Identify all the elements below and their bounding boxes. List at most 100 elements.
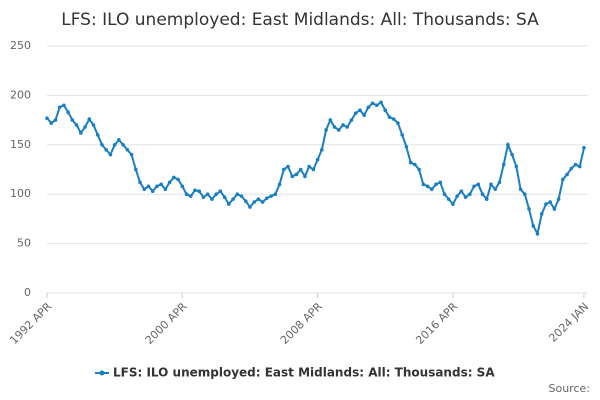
point (480, 192, 485, 196)
point (277, 182, 282, 187)
point (527, 207, 531, 211)
point (459, 189, 464, 194)
point (332, 125, 337, 129)
point (298, 167, 303, 172)
point (514, 164, 519, 169)
point (159, 182, 163, 187)
point (150, 189, 155, 194)
point (362, 113, 366, 117)
y-tick-label: 0 (24, 286, 31, 299)
point (472, 184, 476, 189)
point (523, 192, 527, 196)
point (163, 187, 168, 192)
point (315, 157, 320, 162)
point (49, 121, 54, 125)
source: Source: (549, 382, 591, 395)
point (510, 152, 514, 157)
point (341, 123, 345, 127)
point (70, 118, 75, 122)
point (387, 115, 392, 119)
point (379, 100, 383, 105)
point (104, 147, 108, 152)
point (146, 184, 151, 189)
point (108, 152, 113, 157)
point (552, 207, 557, 211)
point (413, 162, 417, 167)
point (180, 184, 185, 189)
point (235, 192, 240, 196)
point (155, 184, 159, 189)
point (336, 128, 341, 132)
point (345, 125, 350, 129)
y-tick-label: 50 (17, 237, 31, 250)
point (79, 131, 83, 135)
point (269, 194, 273, 198)
point (468, 192, 472, 196)
y-tick-label: 100 (10, 187, 31, 200)
point (535, 231, 540, 236)
point (573, 162, 578, 167)
point (421, 182, 426, 187)
point (438, 180, 443, 185)
x-tick-label: 2016 APR (413, 300, 460, 347)
point (176, 177, 180, 182)
point (252, 200, 256, 204)
line (46, 100, 585, 237)
point (57, 105, 62, 110)
point (446, 197, 451, 201)
point (366, 105, 371, 110)
point (138, 180, 142, 185)
point (210, 197, 214, 201)
point (193, 188, 197, 193)
point (222, 195, 227, 199)
point (493, 187, 498, 192)
point (112, 143, 117, 147)
point (434, 182, 438, 187)
point (531, 224, 536, 228)
y-tick-label: 250 (10, 39, 31, 52)
point (565, 172, 569, 177)
x-tick-label: 1992 APR (7, 300, 54, 347)
point (74, 123, 79, 127)
point (129, 152, 134, 157)
point (231, 197, 235, 201)
point (172, 175, 176, 180)
point (455, 194, 459, 198)
point (370, 101, 375, 106)
point (53, 118, 58, 122)
point (391, 117, 396, 121)
point (62, 103, 66, 108)
point (133, 167, 138, 172)
point (429, 187, 434, 192)
point (273, 192, 278, 196)
point (303, 174, 307, 179)
point (117, 138, 121, 142)
point (518, 187, 523, 192)
point (142, 187, 147, 192)
point (320, 147, 324, 152)
point (281, 167, 286, 172)
point (91, 123, 96, 127)
point (556, 197, 561, 201)
point (349, 118, 354, 122)
legend-marker (99, 370, 105, 376)
point (539, 212, 544, 216)
point (167, 180, 172, 185)
point (205, 192, 210, 196)
point (121, 143, 125, 147)
point (544, 202, 548, 206)
point (311, 167, 316, 172)
point (197, 189, 202, 194)
point (218, 189, 223, 194)
point (83, 125, 87, 129)
point (375, 103, 379, 108)
point (400, 133, 404, 137)
point (307, 164, 311, 169)
point (506, 143, 510, 147)
point (265, 196, 269, 200)
point (501, 162, 506, 167)
point (256, 197, 261, 201)
point (489, 182, 493, 187)
point (201, 195, 206, 199)
